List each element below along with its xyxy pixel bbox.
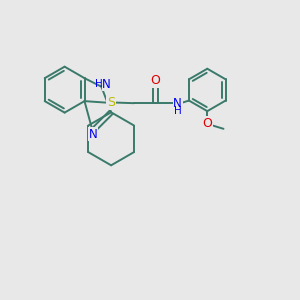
- Text: N: N: [173, 97, 182, 110]
- Text: O: O: [202, 117, 212, 130]
- Text: O: O: [150, 74, 160, 87]
- Text: S: S: [107, 96, 115, 109]
- Text: N: N: [102, 78, 111, 91]
- Text: N: N: [89, 128, 98, 141]
- Text: H: H: [95, 79, 103, 89]
- Text: H: H: [174, 106, 182, 116]
